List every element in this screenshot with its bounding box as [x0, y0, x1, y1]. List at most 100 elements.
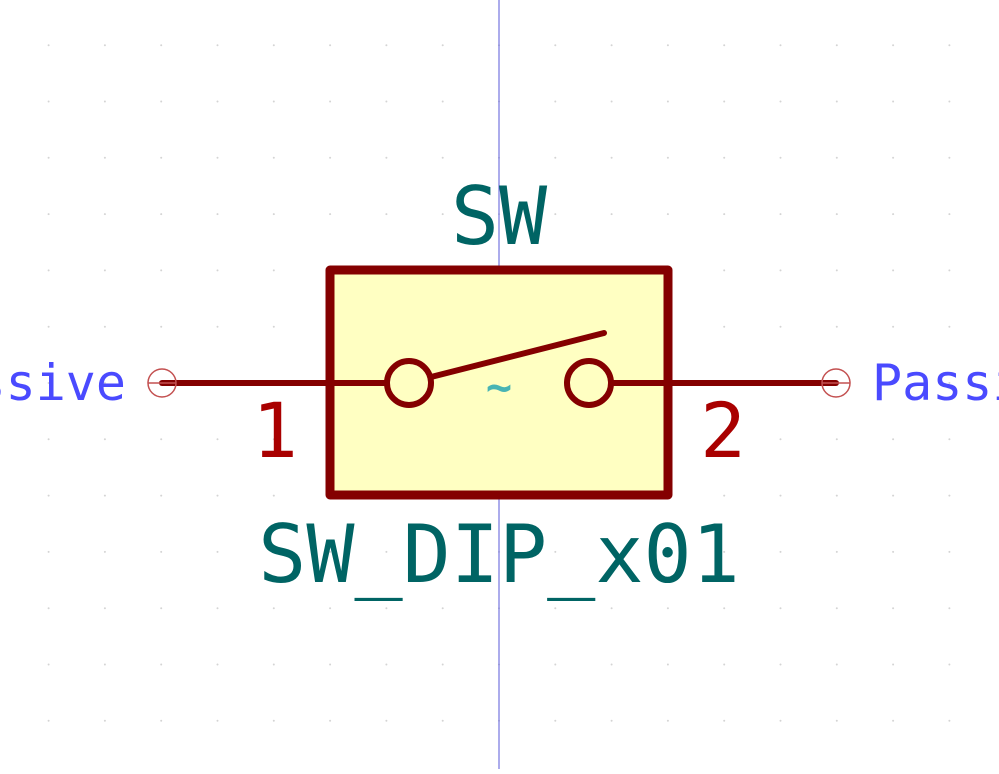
grid-dot	[272, 100, 275, 103]
grid-dot	[272, 494, 275, 497]
grid-dot	[666, 100, 669, 103]
grid-dot	[779, 719, 782, 722]
grid-dot	[216, 550, 219, 553]
grid-dot	[723, 607, 726, 610]
grid-dot	[892, 494, 895, 497]
grid-dot	[47, 100, 50, 103]
pin-1-number: 1	[252, 386, 298, 475]
grid-dot	[892, 550, 895, 553]
grid-dot	[835, 269, 838, 272]
grid-dot	[779, 607, 782, 610]
grid-dot	[103, 382, 106, 384]
grid-dot	[666, 663, 669, 666]
grid-dot	[160, 438, 163, 441]
grid-dot	[948, 607, 951, 610]
grid-dot	[216, 156, 219, 159]
grid-dot	[948, 663, 951, 666]
grid-dot	[723, 213, 726, 216]
grid-dot	[160, 269, 163, 272]
grid-dot	[723, 44, 726, 47]
grid-dot	[948, 494, 951, 497]
grid-dot	[160, 550, 163, 553]
grid-dot	[47, 156, 50, 159]
switch-lever-icon	[428, 330, 607, 380]
grid-dot	[385, 100, 388, 103]
grid-dot	[948, 550, 951, 553]
grid-dot	[329, 719, 332, 722]
pin-2[interactable]: Passive 2	[665, 354, 999, 475]
grid-dot	[723, 325, 726, 328]
grid-dot	[385, 44, 388, 47]
grid-dot	[272, 607, 275, 610]
grid-dot	[610, 100, 613, 103]
pin-1-type-label: Passive	[0, 354, 126, 412]
grid-dot	[272, 44, 275, 47]
grid-dot	[835, 550, 838, 553]
grid-dot	[892, 269, 895, 272]
grid-dot	[948, 719, 951, 722]
grid-dot	[779, 156, 782, 159]
grid-dot	[441, 156, 444, 159]
grid-dot	[554, 607, 557, 610]
grid-dot	[779, 213, 782, 216]
grid-dot	[47, 438, 50, 441]
grid-dot	[47, 494, 50, 497]
grid-dot	[779, 325, 782, 328]
grid-dot	[385, 550, 388, 553]
grid-dot	[779, 438, 782, 441]
left-contact-icon	[384, 358, 434, 408]
grid-dot	[329, 100, 332, 103]
value-field[interactable]: SW_DIP_x01	[258, 508, 740, 601]
grid-dot	[103, 325, 106, 328]
grid-dot	[47, 44, 50, 47]
grid-dot	[666, 213, 669, 216]
grid-dot	[160, 325, 163, 328]
grid-dot	[554, 719, 557, 722]
grid-dot	[779, 100, 782, 103]
grid-dot	[441, 100, 444, 103]
grid-dot	[272, 213, 275, 216]
grid-dot	[835, 213, 838, 216]
grid-dot	[892, 100, 895, 103]
grid-dot	[554, 663, 557, 666]
grid-dot	[272, 719, 275, 722]
grid-dot	[666, 607, 669, 610]
grid-dot	[835, 607, 838, 610]
grid-dot	[892, 663, 895, 666]
right-contact-icon	[564, 358, 614, 408]
grid-dot	[892, 156, 895, 159]
pin-2-number: 2	[700, 386, 746, 475]
grid-dot	[47, 213, 50, 216]
grid-dot	[216, 44, 219, 47]
grid-dot	[272, 269, 275, 272]
grid-dot	[779, 494, 782, 497]
grid-dot	[160, 156, 163, 159]
grid-dot	[441, 719, 444, 722]
reference-field[interactable]: SW	[451, 170, 548, 263]
grid-dot	[554, 156, 557, 159]
grid-dot	[666, 156, 669, 159]
grid-dot	[216, 213, 219, 216]
grid-dot	[554, 100, 557, 103]
grid-dot	[47, 269, 50, 272]
grid-dot	[948, 438, 951, 441]
grid-dot	[835, 156, 838, 159]
grid-dot	[216, 663, 219, 666]
grid-dot	[892, 382, 895, 384]
grid-dot	[160, 44, 163, 47]
grid-dot	[103, 494, 106, 497]
grid-dot	[610, 550, 613, 553]
grid-dot	[610, 607, 613, 610]
grid-dot	[779, 269, 782, 272]
grid-dot	[216, 438, 219, 441]
grid-dot	[779, 663, 782, 666]
grid-dot	[103, 607, 106, 610]
grid-dot	[948, 382, 951, 384]
pin-1[interactable]: Passive 1	[0, 354, 333, 475]
grid-dot	[948, 325, 951, 328]
grid-dot	[892, 44, 895, 47]
grid-dot	[160, 607, 163, 610]
grid-dot	[329, 213, 332, 216]
grid-dot	[723, 550, 726, 553]
